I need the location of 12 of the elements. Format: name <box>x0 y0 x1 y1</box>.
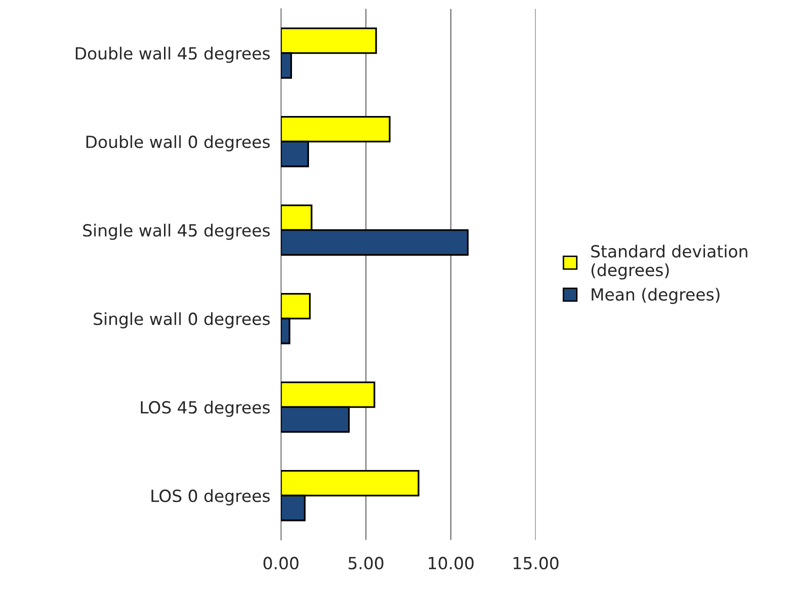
x-tick-label: 0.00 <box>264 556 298 570</box>
x-tick-label: 10.00 <box>428 556 474 570</box>
x-tick-label: 5.00 <box>348 556 384 570</box>
x-tick-label: 15.00 <box>514 556 558 570</box>
y-tick-label: LOS 0 degrees <box>152 489 270 506</box>
y-tick-label: Single wall 0 degrees <box>94 312 270 328</box>
legend-label: Mean (degrees) <box>592 288 720 304</box>
y-tick-label: Single wall 45 degrees <box>83 224 270 240</box>
y-tick-label: Double wall 0 degrees <box>86 135 270 152</box>
legend-label: Standard deviation (degrees) <box>591 244 748 280</box>
y-tick-label: LOS 45 degrees <box>140 400 270 417</box>
y-tick-label: Double wall 45 degrees <box>76 46 270 63</box>
